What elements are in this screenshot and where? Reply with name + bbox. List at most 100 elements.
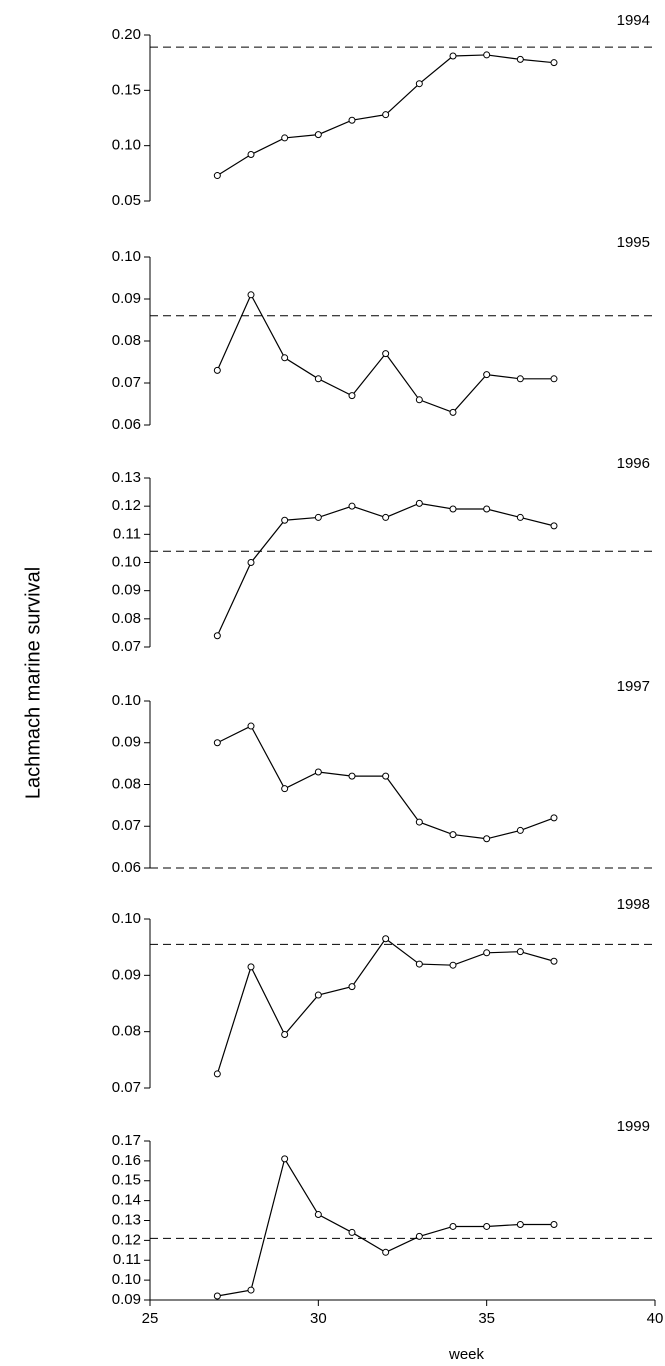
point	[483, 371, 491, 379]
panel-title: 1994	[617, 12, 650, 29]
point	[314, 991, 322, 999]
y-tick-label: 0.10	[112, 248, 141, 265]
y-tick-label: 0.08	[112, 610, 141, 627]
y-tick-label: 0.15	[112, 81, 141, 98]
point	[314, 375, 322, 383]
point	[247, 291, 255, 299]
point	[213, 1070, 221, 1078]
point	[281, 134, 289, 142]
point	[516, 375, 524, 383]
y-tick-label: 0.09	[112, 734, 141, 751]
point	[449, 1222, 457, 1230]
x-tick-label: 40	[647, 1310, 664, 1327]
panel-title: 1999	[617, 1118, 650, 1135]
point	[281, 354, 289, 362]
point	[449, 408, 457, 416]
point	[281, 1030, 289, 1038]
point	[415, 396, 423, 404]
y-tick-label: 0.11	[113, 525, 141, 542]
y-tick-label: 0.09	[112, 582, 141, 599]
point	[348, 392, 356, 400]
point	[449, 505, 457, 513]
y-tick-label: 0.16	[112, 1152, 141, 1169]
point	[415, 960, 423, 968]
y-tick-label: 0.05	[112, 192, 141, 209]
y-tick-label: 0.07	[112, 638, 141, 655]
x-tick-label: 35	[478, 1310, 495, 1327]
point	[348, 772, 356, 780]
point	[213, 1292, 221, 1300]
y-tick-label: 0.10	[112, 692, 141, 709]
point	[550, 957, 558, 965]
point	[213, 739, 221, 747]
point	[382, 111, 390, 119]
point	[281, 1155, 289, 1163]
point	[449, 52, 457, 60]
point	[314, 131, 322, 139]
y-tick-label: 0.10	[112, 137, 141, 154]
panel-title: 1996	[617, 455, 650, 472]
point	[314, 768, 322, 776]
y-tick-label: 0.09	[112, 1291, 141, 1308]
point	[516, 826, 524, 834]
point	[348, 983, 356, 991]
y-tick-label: 0.07	[112, 817, 141, 834]
y-tick-label: 0.07	[112, 374, 141, 391]
point	[550, 814, 558, 822]
y-axis-label: Lachmach marine survival	[22, 567, 44, 799]
point	[516, 55, 524, 63]
point	[247, 722, 255, 730]
point	[382, 772, 390, 780]
point	[483, 505, 491, 513]
point	[314, 1211, 322, 1219]
x-axis-label: week	[448, 1346, 485, 1363]
point	[550, 1220, 558, 1228]
point	[281, 785, 289, 793]
point	[483, 1222, 491, 1230]
point	[247, 151, 255, 159]
y-tick-label: 0.07	[112, 1079, 141, 1096]
series-line	[217, 725, 555, 840]
point	[213, 632, 221, 640]
y-tick-label: 0.08	[112, 1023, 141, 1040]
point	[516, 1220, 524, 1228]
point	[281, 516, 289, 524]
point	[213, 366, 221, 374]
point	[382, 350, 390, 358]
y-tick-label: 0.09	[112, 966, 141, 983]
y-tick-label: 0.06	[112, 859, 141, 876]
y-tick-label: 0.08	[112, 775, 141, 792]
point	[449, 831, 457, 839]
point	[247, 1286, 255, 1294]
y-tick-label: 0.09	[112, 290, 141, 307]
point	[483, 835, 491, 843]
y-tick-label: 0.08	[112, 332, 141, 349]
point	[415, 80, 423, 88]
point	[550, 59, 558, 67]
point	[247, 559, 255, 566]
point	[314, 513, 322, 521]
point	[550, 375, 558, 383]
point	[483, 949, 491, 957]
point	[449, 961, 457, 969]
point	[348, 1228, 356, 1236]
y-tick-label: 0.13	[112, 469, 141, 486]
x-tick-label: 25	[142, 1310, 159, 1327]
point	[516, 513, 524, 521]
point	[550, 522, 558, 530]
y-tick-label: 0.13	[112, 1211, 141, 1228]
point	[348, 116, 356, 124]
y-tick-label: 0.14	[112, 1192, 141, 1209]
point	[415, 499, 423, 507]
y-tick-label: 0.17	[112, 1132, 141, 1149]
panel-title: 1998	[617, 896, 650, 913]
point	[213, 172, 221, 180]
panel-title: 1995	[617, 234, 650, 251]
y-tick-label: 0.10	[112, 1271, 141, 1288]
y-tick-label: 0.20	[112, 26, 141, 43]
y-tick-label: 0.06	[112, 416, 141, 433]
point	[382, 513, 390, 521]
point	[247, 963, 255, 971]
point	[483, 51, 491, 59]
